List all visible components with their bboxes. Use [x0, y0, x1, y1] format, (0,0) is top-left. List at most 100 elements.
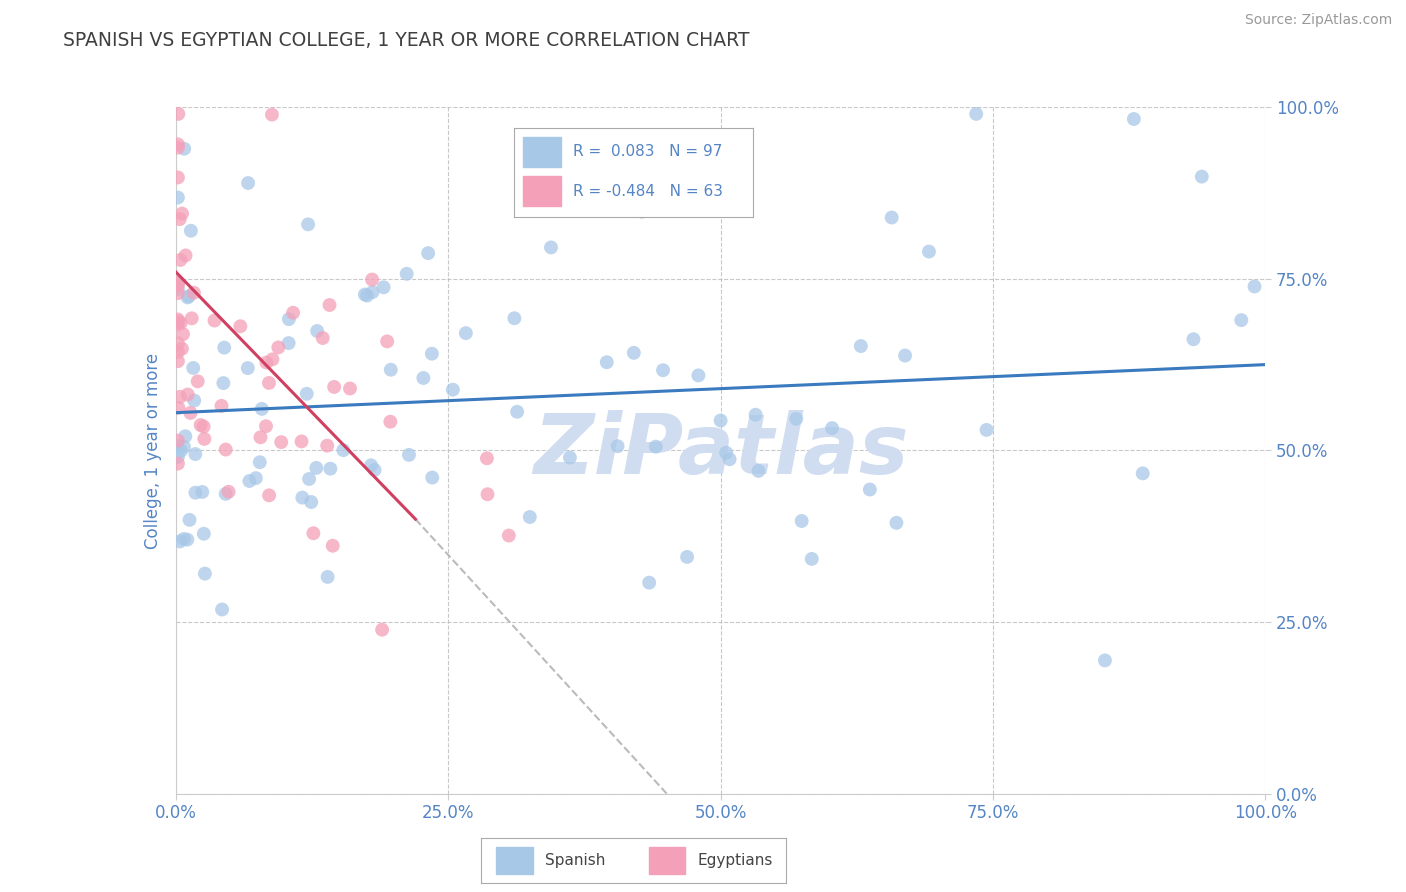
Point: [167, 457, 190, 471]
Point: [503, 311, 526, 326]
Point: [373, 280, 395, 294]
Point: [299, 495, 322, 509]
Point: [454, 326, 477, 340]
Point: [849, 339, 872, 353]
Point: [183, 393, 205, 408]
Point: [191, 485, 214, 500]
Point: [170, 342, 193, 356]
Point: [1191, 169, 1213, 184]
Point: [214, 487, 236, 501]
Point: [322, 539, 344, 553]
Text: Egyptians: Egyptians: [697, 854, 773, 868]
Point: [800, 552, 823, 566]
Point: [412, 371, 434, 385]
Point: [177, 289, 200, 303]
Bar: [523, 136, 561, 167]
Point: [652, 363, 675, 377]
Point: [498, 528, 520, 542]
Point: [249, 455, 271, 469]
Point: [281, 306, 304, 320]
Point: [558, 450, 581, 465]
Point: [290, 434, 312, 449]
Point: [298, 472, 321, 486]
Point: [257, 376, 280, 390]
Point: [260, 107, 283, 121]
Point: [167, 282, 190, 296]
Y-axis label: College, 1 year or more: College, 1 year or more: [143, 352, 162, 549]
Point: [880, 211, 903, 225]
Point: [596, 355, 619, 369]
Point: [785, 411, 807, 425]
Point: [262, 352, 284, 367]
Point: [170, 316, 193, 330]
Point: [181, 361, 204, 376]
Point: [1182, 332, 1205, 346]
Point: [167, 434, 190, 448]
Point: [180, 311, 202, 326]
Point: [167, 450, 190, 464]
Point: [918, 244, 941, 259]
Point: [371, 623, 394, 637]
Point: [506, 405, 529, 419]
Point: [167, 318, 190, 332]
Point: [169, 212, 191, 227]
Point: [354, 287, 377, 301]
Point: [305, 461, 328, 475]
Point: [965, 107, 987, 121]
Point: [174, 248, 197, 262]
Point: [173, 532, 195, 546]
Point: [790, 514, 813, 528]
Point: [295, 386, 318, 401]
Point: [170, 443, 193, 458]
Point: [420, 470, 443, 484]
Point: [167, 278, 190, 293]
Point: [361, 272, 384, 286]
Point: [318, 298, 340, 312]
Point: [441, 383, 464, 397]
Point: [477, 487, 499, 501]
Point: [179, 406, 201, 420]
Point: [167, 276, 190, 290]
Point: [194, 566, 217, 581]
Point: [193, 526, 215, 541]
Point: [236, 176, 259, 190]
Point: [316, 570, 339, 584]
Point: [418, 246, 440, 260]
Point: [249, 430, 271, 444]
Point: [256, 355, 278, 369]
Point: [361, 285, 384, 300]
Point: [1230, 313, 1253, 327]
Point: [380, 362, 402, 376]
Point: [316, 439, 339, 453]
Point: [356, 288, 378, 302]
Point: [176, 290, 198, 304]
Point: [606, 439, 628, 453]
Point: [167, 137, 190, 152]
Point: [167, 140, 190, 154]
Point: [193, 432, 215, 446]
Point: [297, 218, 319, 232]
Point: [718, 452, 741, 467]
Point: [212, 341, 235, 355]
Point: [267, 340, 290, 354]
Text: ZiPatlas: ZiPatlas: [533, 410, 908, 491]
Point: [644, 440, 666, 454]
Text: Spanish: Spanish: [546, 854, 606, 868]
Point: [183, 285, 205, 300]
Point: [270, 435, 292, 450]
Point: [167, 312, 190, 326]
Point: [1243, 279, 1265, 293]
Point: [859, 483, 882, 497]
Point: [173, 440, 195, 454]
Point: [623, 346, 645, 360]
Point: [747, 464, 769, 478]
Text: R =  0.083   N = 97: R = 0.083 N = 97: [574, 145, 723, 160]
Point: [894, 349, 917, 363]
Point: [886, 516, 908, 530]
Point: [204, 313, 226, 327]
Point: [167, 354, 190, 368]
Point: [688, 368, 710, 383]
Point: [167, 107, 190, 121]
Point: [375, 334, 398, 349]
Point: [238, 474, 260, 488]
